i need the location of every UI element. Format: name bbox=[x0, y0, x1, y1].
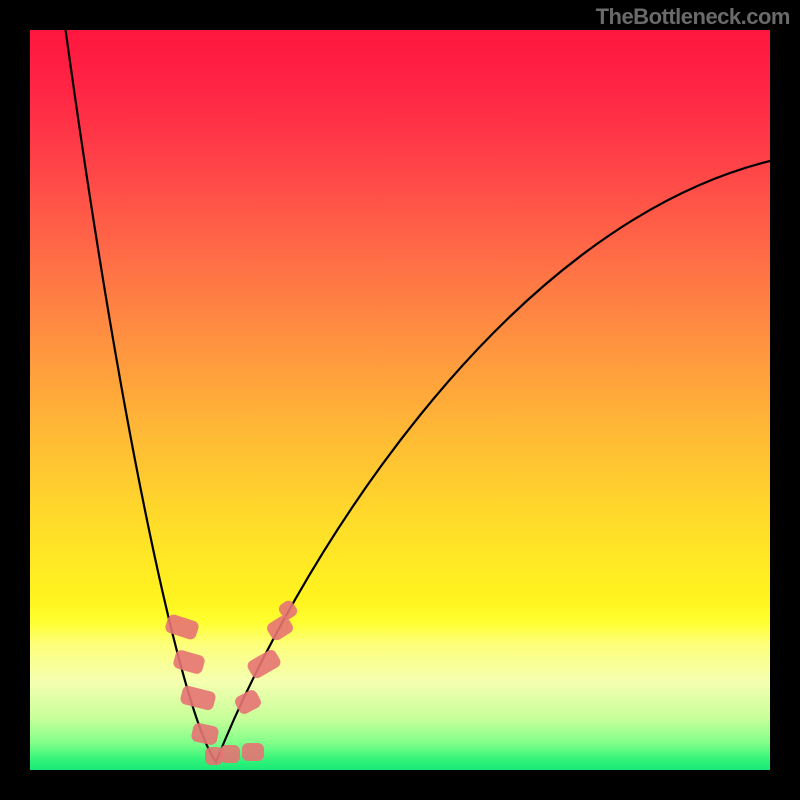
curve-layer bbox=[30, 30, 770, 770]
data-marker bbox=[172, 649, 206, 676]
watermark-text: TheBottleneck.com bbox=[596, 4, 790, 30]
data-marker bbox=[179, 685, 217, 712]
data-marker bbox=[245, 648, 282, 680]
data-marker bbox=[242, 743, 264, 761]
data-marker bbox=[220, 745, 240, 763]
data-marker bbox=[190, 722, 219, 746]
chart-frame: TheBottleneck.com bbox=[0, 0, 800, 800]
plot-area bbox=[30, 30, 770, 770]
data-marker bbox=[164, 613, 200, 641]
bottleneck-curve bbox=[65, 30, 770, 762]
